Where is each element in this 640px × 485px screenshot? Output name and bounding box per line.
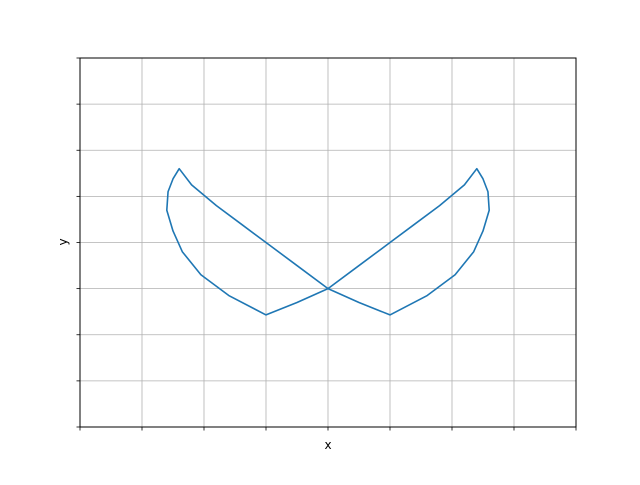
y-axis-label: y <box>56 238 70 245</box>
series-line-0 <box>166 167 490 316</box>
series-layer <box>166 167 490 316</box>
plot-frame <box>79 57 577 428</box>
x-axis-label: x <box>324 438 331 452</box>
axis-ticks <box>76 57 577 431</box>
grid-lines <box>79 57 577 428</box>
